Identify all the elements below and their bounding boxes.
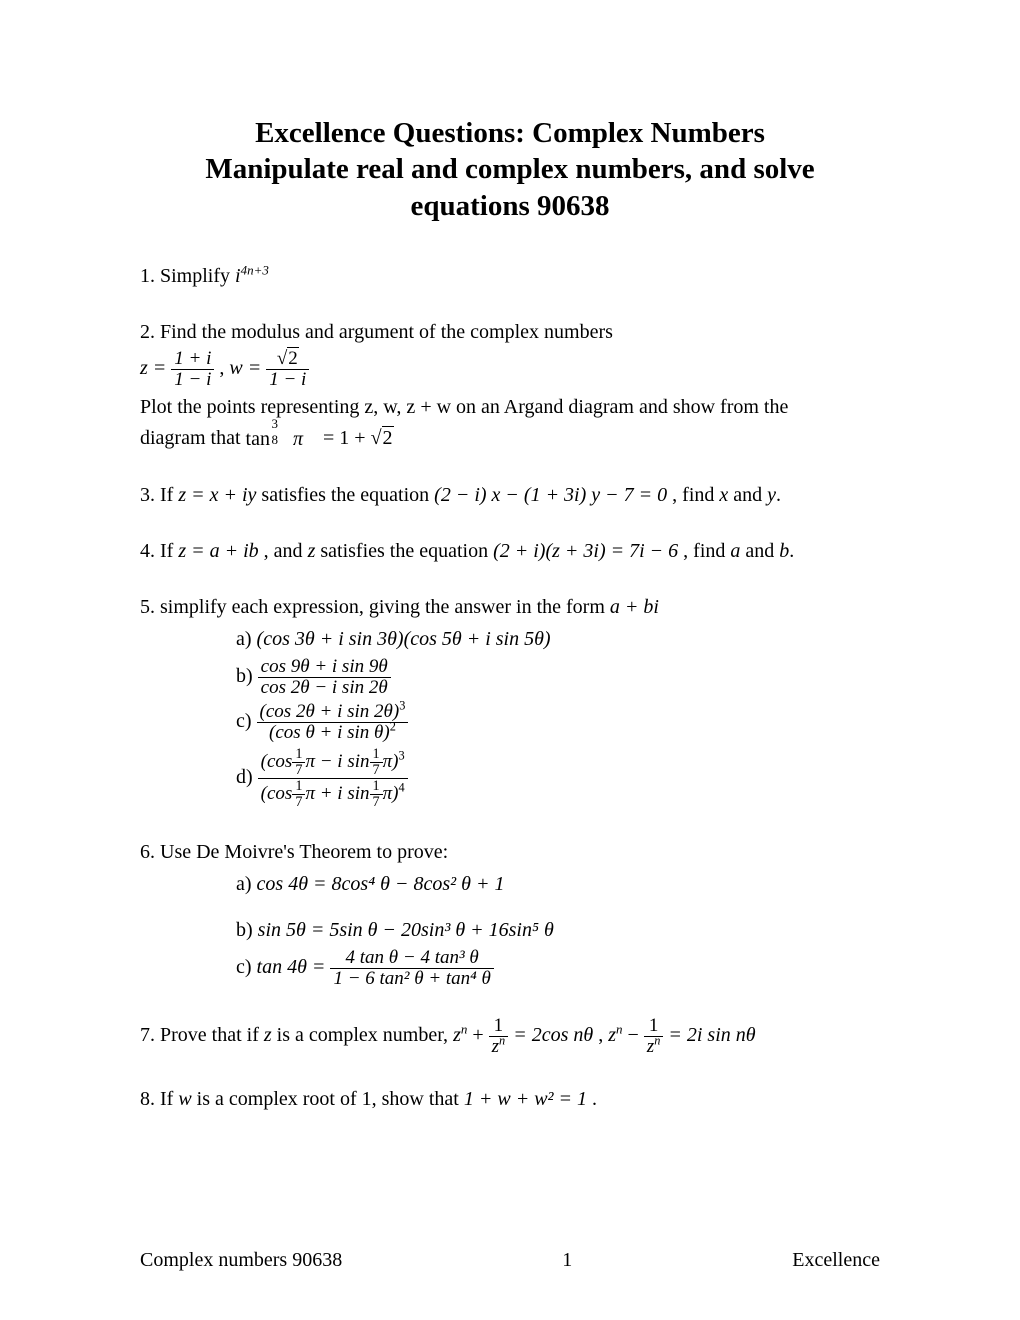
q6-c: c) tan 4θ = 4 tan θ − 4 tan³ θ 1 − 6 tan… — [236, 948, 880, 989]
q5-b-den: cos 2θ − i sin 2θ — [258, 678, 391, 698]
footer-center: 1 — [562, 1249, 572, 1272]
title-line-3: equations 90638 — [410, 190, 609, 222]
q2-rhs-rad: 2 — [382, 426, 394, 449]
q6-b-label: b) — [236, 919, 258, 941]
q7-minus: − — [628, 1025, 644, 1047]
q5-c-den: (cos θ + i sin θ)2 — [257, 723, 409, 743]
q7-frac2: 1 zn — [644, 1016, 664, 1057]
q2-z-num: 1 + i — [171, 349, 214, 370]
q6-c-frac: 4 tan θ − 4 tan³ θ 1 − 6 tan² θ + tan⁴ θ — [330, 948, 493, 989]
q2-tan-expr: tan 3 8 π — [246, 425, 303, 453]
q2-rhs: = 1 + — [323, 427, 371, 449]
q3-b: satisfies the equation — [261, 484, 434, 506]
q7-frac1: 1 zn — [489, 1016, 509, 1057]
q7-plus: + — [472, 1025, 488, 1047]
q2-cont2: diagram that tan 3 8 π = 1 + 2 — [140, 424, 880, 453]
q5-form: a + bi — [610, 596, 659, 618]
q2-z-lhs: z = — [140, 357, 171, 379]
q5-c-num: (cos 2θ + i sin 2θ)3 — [257, 702, 409, 723]
q6-c-den: 1 − 6 tan² θ + tan⁴ θ — [330, 969, 493, 989]
question-8: 8. If w is a complex root of 1, show tha… — [140, 1085, 880, 1113]
title-line-2: Manipulate real and complex numbers, and… — [205, 153, 814, 185]
q6-a: a) cos 4θ = 8cos⁴ θ − 8cos² θ + 1 — [236, 870, 880, 898]
q7-eq2: = 2i sin nθ — [668, 1025, 755, 1047]
q7-sep: , — [598, 1025, 608, 1047]
q7-lhs1-base: z — [453, 1025, 461, 1047]
q2-cont2a: diagram that — [140, 427, 246, 449]
q2-w-radicand: 2 — [287, 347, 299, 369]
q8-b: . — [592, 1088, 597, 1110]
q4-eq: (2 + i)(z + 3i) = 7i − 6 — [493, 540, 678, 562]
q4-c: , find a and b. — [683, 540, 794, 562]
q3-a: 3. If — [140, 484, 178, 506]
q5-c-frac: (cos 2θ + i sin 2θ)3 (cos θ + i sin θ)2 — [257, 702, 409, 743]
q5-d-den: (cos17π + i sin17π)4 — [258, 779, 408, 810]
q5-a-label: a) — [236, 628, 257, 650]
q2-w-den: 1 − i — [266, 370, 309, 390]
q2-tan-pi: π — [293, 428, 303, 450]
q5-b-frac: cos 9θ + i sin 9θ cos 2θ − i sin 2θ — [258, 657, 391, 698]
q5-d-frac: (cos17π − i sin17π)3 (cos17π + i sin17π)… — [258, 747, 408, 810]
q4-b: , and z satisfies the equation — [264, 540, 493, 562]
document-page: Excellence Questions: Complex Numbers Ma… — [0, 0, 1020, 1320]
question-2: 2. Find the modulus and argument of the … — [140, 318, 880, 453]
footer-left: Complex numbers 90638 — [140, 1249, 342, 1272]
q2-lead: 2. Find the modulus and argument of the … — [140, 318, 880, 346]
question-1: 1. Simplify i4n+3 — [140, 262, 880, 290]
q2-z-frac: 1 + i 1 − i — [171, 349, 214, 390]
question-7: 7. Prove that if z is a complex number, … — [140, 1016, 880, 1057]
q2-tan-bot: 8 — [272, 431, 278, 449]
q3-z: z = x + iy — [178, 484, 256, 506]
q2-cont1: Plot the points representing z, w, z + w… — [140, 393, 880, 421]
q1-exp: 4n+3 — [241, 262, 269, 277]
q2-z-den: 1 − i — [171, 370, 214, 390]
q7-lhs2-base: z — [608, 1025, 616, 1047]
q2-w-num: 2 — [266, 349, 309, 370]
q5-c: c) (cos 2θ + i sin 2θ)3 (cos θ + i sin θ… — [236, 702, 880, 743]
footer-right: Excellence — [792, 1249, 880, 1272]
q5-a-expr: (cos 3θ + i sin 3θ)(cos 5θ + i sin 5θ) — [257, 628, 551, 650]
q6-a-label: a) — [236, 873, 257, 895]
question-5: 5. simplify each expression, giving the … — [140, 593, 880, 810]
question-3: 3. If z = x + iy satisfies the equation … — [140, 481, 880, 509]
q5-a: a) (cos 3θ + i sin 3θ)(cos 5θ + i sin 5θ… — [236, 625, 880, 653]
q6-a-expr: cos 4θ = 8cos⁴ θ − 8cos² θ + 1 — [257, 873, 505, 895]
q6-c-label: c) — [236, 956, 257, 978]
q2-sep: , — [219, 357, 229, 379]
q6-c-lhs: tan 4θ = — [257, 956, 331, 978]
question-4: 4. If z = a + ib , and z satisfies the e… — [140, 537, 880, 565]
q1-label: 1. Simplify — [140, 265, 235, 287]
q2-equation: z = 1 + i 1 − i , w = 2 1 − i — [140, 349, 880, 390]
q2-tan: tan — [246, 428, 270, 450]
page-title: Excellence Questions: Complex Numbers Ma… — [140, 115, 880, 224]
q8-a: 8. If w is a complex root of 1, show tha… — [140, 1088, 464, 1110]
q6-b: b) sin 5θ = 5sin θ − 20sin³ θ + 16sin⁵ θ — [236, 916, 880, 944]
q6-b-expr: sin 5θ = 5sin θ − 20sin³ θ + 16sin⁵ θ — [258, 919, 554, 941]
q6-lead: 6. Use De Moivre's Theorem to prove: — [140, 838, 880, 866]
q5-lead: 5. simplify each expression, giving the … — [140, 596, 610, 618]
question-6: 6. Use De Moivre's Theorem to prove: a) … — [140, 838, 880, 989]
q5-d: d) (cos17π − i sin17π)3 (cos17π + i sin1… — [236, 747, 880, 810]
q2-w-lhs: w = — [229, 357, 266, 379]
q5-b-num: cos 9θ + i sin 9θ — [258, 657, 391, 678]
q8-eq: 1 + w + w² = 1 — [464, 1088, 587, 1110]
q5-b: b) cos 9θ + i sin 9θ cos 2θ − i sin 2θ — [236, 657, 880, 698]
q7-a: 7. Prove that if z is a complex number, — [140, 1025, 453, 1047]
q5-c-label: c) — [236, 710, 257, 732]
q4-a: 4. If — [140, 540, 178, 562]
q5-d-label: d) — [236, 766, 258, 788]
q2-w-frac: 2 1 − i — [266, 349, 309, 390]
page-footer: Complex numbers 90638 1 Excellence — [140, 1249, 880, 1272]
q5-d-num: (cos17π − i sin17π)3 — [258, 747, 408, 779]
q7-eq1: = 2cos nθ — [513, 1025, 593, 1047]
q3-eq: (2 − i) x − (1 + 3i) y − 7 = 0 — [434, 484, 667, 506]
q4-z: z = a + ib — [178, 540, 258, 562]
q3-c: , find x and y. — [672, 484, 781, 506]
q5-b-label: b) — [236, 665, 258, 687]
title-line-1: Excellence Questions: Complex Numbers — [255, 117, 765, 149]
q6-c-num: 4 tan θ − 4 tan³ θ — [330, 948, 493, 969]
